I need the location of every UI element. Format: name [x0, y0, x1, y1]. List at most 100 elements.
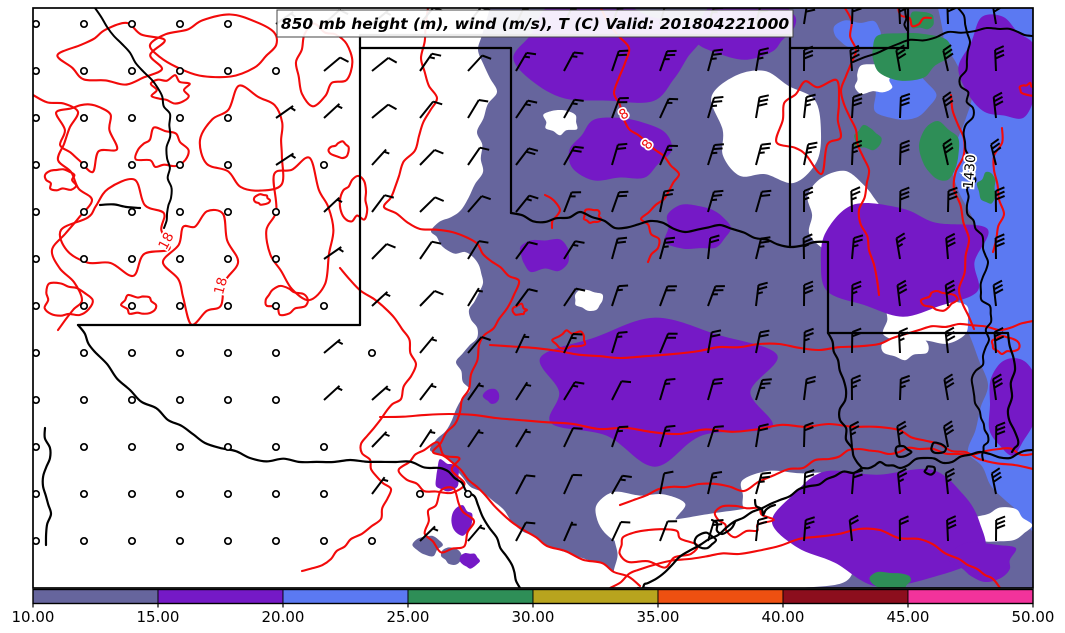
calm-wind-circle: [223, 66, 233, 76]
calm-wind-circle: [79, 489, 89, 499]
wind-barb: [942, 91, 954, 119]
wind-barb: [945, 232, 956, 260]
temperature-contour: [511, 302, 529, 316]
calm-wind-circle: [175, 207, 185, 217]
wind-barb: [851, 234, 864, 260]
wind-barb: [755, 423, 769, 448]
lake-outline: [930, 441, 948, 455]
calm-wind-circle: [175, 113, 185, 123]
wind-barb: [515, 333, 530, 354]
wind-barb: [611, 236, 628, 260]
wind-barb: [515, 51, 537, 72]
fill-region-below-10: [595, 491, 686, 553]
calm-wind-circle: [175, 254, 185, 264]
calm-wind-circle: [127, 66, 137, 76]
wind-barb: [659, 188, 674, 213]
wind-barb-layer: [33, 8, 1006, 546]
temperature-contour: [264, 284, 309, 317]
wind-barb: [275, 105, 296, 119]
wind-barb: [323, 196, 343, 213]
wind-barb: [803, 516, 816, 542]
river-or-coastline: [41, 426, 53, 547]
fill-region-15-20: [988, 358, 1033, 456]
temperature-contour: [198, 84, 285, 192]
calm-wind-circle: [127, 301, 137, 311]
wind-barb: [563, 427, 583, 448]
wind-barb: [563, 333, 583, 354]
wind-barb: [323, 385, 343, 401]
fill-region-below-10: [543, 110, 578, 136]
wind-barb: [803, 186, 814, 213]
wind-barb: [851, 93, 863, 119]
height-contour: [852, 26, 1033, 63]
colorbar-segment: [782, 589, 909, 604]
calm-wind-circle: [271, 254, 281, 264]
wind-barb: [851, 280, 862, 307]
wind-barb: [611, 97, 629, 119]
fill-region-15-20: [519, 238, 569, 273]
figure-title: 850 mb height (m), wind (m/s), T (C) Val…: [281, 15, 790, 33]
colorbar-tick-label: 30.00: [512, 608, 555, 626]
wind-barb: [943, 373, 955, 401]
colorbar-tick-label: 50.00: [1012, 608, 1055, 626]
wind-barb: [323, 246, 344, 260]
wind-barb: [851, 8, 862, 25]
wind-barb: [371, 291, 391, 307]
calm-wind-circle: [33, 207, 41, 217]
calm-wind-circle: [79, 348, 89, 358]
river-or-coastline: [826, 331, 864, 470]
wind-barb: [563, 191, 582, 213]
wind-barb: [275, 152, 297, 166]
temperature-contour: [949, 93, 976, 331]
wind-barb: [467, 240, 489, 260]
calm-wind-circle: [319, 489, 329, 499]
temperature-contour: [775, 78, 843, 175]
temperature-contour: [148, 13, 278, 79]
wind-barb: [803, 141, 818, 166]
temperature-contour: [608, 527, 1002, 588]
wind-barb: [371, 57, 398, 72]
colorbar-tick-label: 20.00: [262, 608, 305, 626]
wind-barb: [563, 521, 577, 542]
temperature-contour: [551, 329, 587, 350]
calm-wind-circle: [79, 66, 89, 76]
calm-wind-circle: [33, 301, 41, 311]
temperature-contour: [56, 21, 166, 86]
calm-wind-circle: [223, 442, 233, 452]
calm-wind-circle: [175, 489, 185, 499]
wind-barb: [755, 378, 772, 401]
wind-barb: [611, 425, 629, 448]
calm-wind-circle: [223, 254, 233, 264]
wind-barb: [563, 240, 585, 260]
wind-barb: [659, 520, 678, 542]
wind-barb: [851, 469, 864, 495]
colorbar-segment: [32, 589, 159, 604]
wind-barb: [563, 145, 584, 166]
calm-wind-circle: [33, 160, 41, 170]
temperature-contour: [252, 193, 272, 206]
calm-wind-circle: [271, 348, 281, 358]
fill-region-25-30: [869, 571, 911, 588]
wind-barb: [467, 195, 492, 213]
fill-region-below-10: [711, 70, 822, 184]
wind-barb: [755, 189, 772, 213]
temperature-contour: [265, 156, 335, 302]
calm-wind-circle: [33, 489, 41, 499]
wind-barb: [993, 327, 1005, 354]
wind-barb: [659, 97, 679, 119]
calm-wind-circle: [271, 207, 281, 217]
wind-barb: [707, 189, 724, 213]
title-box-background: [276, 9, 794, 38]
wind-barb: [563, 98, 584, 119]
wind-barb: [515, 428, 531, 448]
wind-barb: [707, 234, 720, 260]
wind-barb: [803, 8, 816, 25]
temperature-contour: [120, 293, 158, 315]
temperature-contour: [327, 140, 350, 160]
wind-barb: [992, 91, 1004, 119]
wind-barb: [659, 378, 676, 401]
wind-barb: [755, 471, 772, 495]
colorbar-segment: [157, 589, 284, 604]
wind-barb: [755, 94, 770, 119]
calm-wind-circle: [127, 207, 137, 217]
